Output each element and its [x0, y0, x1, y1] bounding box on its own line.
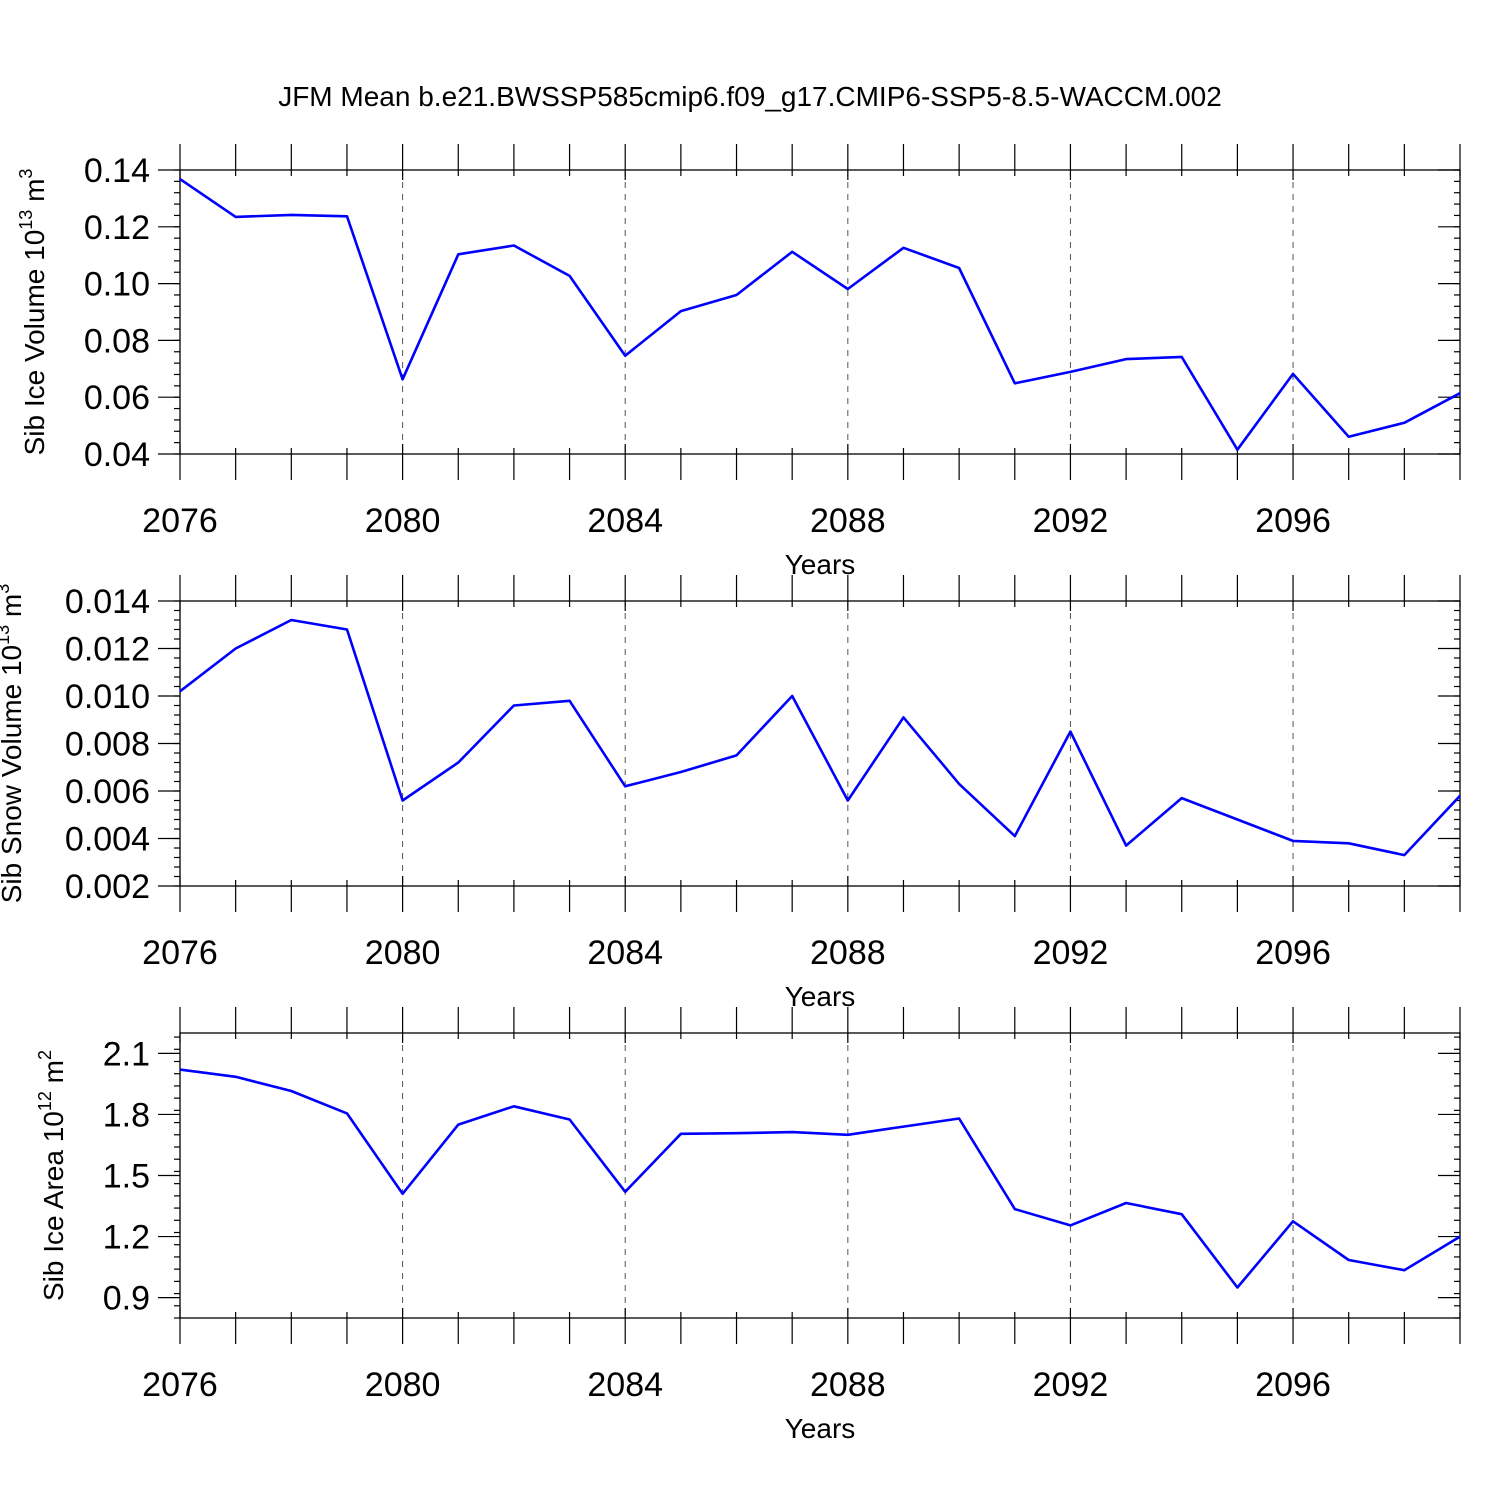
plot-frame — [179, 1032, 1461, 1319]
y-axis-label-exponent: 12 — [35, 1091, 55, 1111]
y-tick-label: 0.002 — [65, 868, 150, 906]
x-axis-label: Years — [785, 549, 856, 580]
x-axis-label: Years — [785, 1413, 856, 1444]
y-tick-label: 0.008 — [65, 726, 150, 764]
y-tick-label: 0.08 — [84, 322, 150, 360]
x-tick-label: 2076 — [142, 1366, 218, 1404]
x-tick-label: 2088 — [810, 1366, 886, 1404]
x-tick-label: 2092 — [1033, 1366, 1109, 1404]
x-tick-label: 2080 — [365, 1366, 441, 1404]
y-axis-label-unit-exponent: 3 — [0, 584, 13, 594]
y-tick-label: 0.9 — [103, 1280, 150, 1318]
y-axis-label-unit-exponent: 2 — [35, 1050, 55, 1060]
x-tick-label: 2080 — [365, 934, 441, 972]
y-tick-label: 1.5 — [103, 1158, 150, 1196]
y-axis-label-unit: m — [38, 1060, 69, 1091]
x-tick-label: 2092 — [1033, 934, 1109, 972]
x-tick-label: 2084 — [587, 502, 663, 540]
panel-2: 0.002 0.004 0.006 0.008 0.010 0.012 0.014 2076 2… — [0, 575, 1461, 1012]
y-tick-label: 0.014 — [65, 583, 150, 621]
x-tick-label: 2076 — [142, 502, 218, 540]
y-tick-label: 2.1 — [103, 1035, 150, 1073]
y-tick-label: 1.8 — [103, 1096, 150, 1134]
y-axis-label-unit: m — [19, 179, 50, 210]
x-tick-label: 2088 — [810, 502, 886, 540]
y-axis-label-text: Sib Ice Area 10 — [38, 1111, 69, 1301]
x-tick-label: 2088 — [810, 934, 886, 972]
series-line — [179, 1068, 1461, 1289]
y-axis-label: Sib Ice Area 1012 m2 — [35, 1050, 69, 1301]
y-axis-label: Sib Snow Volume 1013 m3 — [0, 584, 27, 904]
y-axis-label-exponent: 13 — [0, 625, 13, 645]
chart-title: JFM Mean b.e21.BWSSP585cmip6.f09_g17.CMI… — [278, 81, 1222, 112]
y-tick-label: 1.2 — [103, 1219, 150, 1257]
y-axis-label-text: Sib Ice Volume 10 — [19, 230, 50, 456]
x-tick-label: 2084 — [587, 1366, 663, 1404]
series-line — [179, 178, 1461, 452]
y-axis-label-text: Sib Snow Volume 10 — [0, 645, 27, 903]
y-tick-label: 0.006 — [65, 773, 150, 811]
y-tick-label: 0.14 — [84, 152, 150, 190]
plot-frame — [179, 169, 1461, 455]
x-tick-label: 2096 — [1255, 1366, 1331, 1404]
y-tick-label: 0.06 — [84, 379, 150, 417]
y-axis-label: Sib Ice Volume 1013 m3 — [16, 169, 50, 456]
x-tick-label: 2092 — [1033, 502, 1109, 540]
x-tick-label: 2096 — [1255, 502, 1331, 540]
y-axis-label-unit-exponent: 3 — [16, 169, 36, 179]
plot-frame — [179, 600, 1461, 887]
series-line — [179, 618, 1461, 857]
y-tick-label: 0.04 — [84, 436, 150, 474]
y-tick-label: 0.012 — [65, 631, 150, 669]
y-axis-label-exponent: 13 — [16, 210, 36, 230]
x-tick-label: 2080 — [365, 502, 441, 540]
y-tick-label: 0.004 — [65, 821, 150, 859]
y-tick-label: 0.10 — [84, 266, 150, 304]
y-axis-label-unit: m — [0, 594, 27, 625]
x-axis-label: Years — [785, 981, 856, 1012]
panel-3: 0.9 1.2 1.5 1.8 2.1 2076 2080 2084 2088 2092 2096 Y… — [35, 1007, 1461, 1444]
x-tick-label: 2084 — [587, 934, 663, 972]
panel-1: 0.04 0.06 0.08 0.10 0.12 0.14 2076 2080 2084 2088… — [16, 144, 1461, 580]
y-tick-label: 0.010 — [65, 678, 150, 716]
x-tick-label: 2076 — [142, 934, 218, 972]
y-tick-label: 0.12 — [84, 209, 150, 247]
x-tick-label: 2096 — [1255, 934, 1331, 972]
